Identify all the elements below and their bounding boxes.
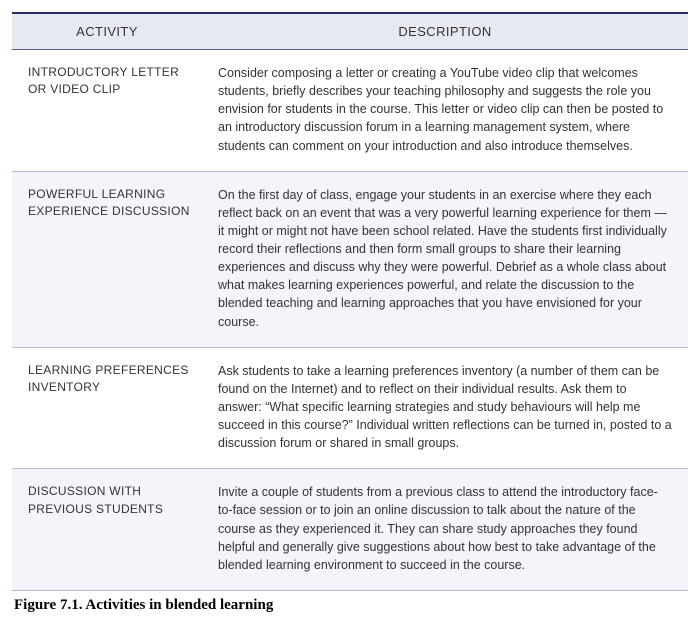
cell-description: Consider composing a letter or creating …	[202, 50, 688, 172]
cell-activity: POWERFUL LEARNING EXPERIENCE DISCUSSION	[12, 171, 202, 347]
cell-description: On the first day of class, engage your s…	[202, 171, 688, 347]
table-row: LEARNING PREFERENCES INVENTORY Ask stude…	[12, 347, 688, 469]
cell-description: Ask students to take a learning preferen…	[202, 347, 688, 469]
table-row: POWERFUL LEARNING EXPERIENCE DISCUSSION …	[12, 171, 688, 347]
figure-caption: Figure 7.1. Activities in blended learni…	[12, 591, 688, 614]
table-header-row: ACTIVITY DESCRIPTION	[12, 13, 688, 50]
cell-description: Invite a couple of students from a previ…	[202, 469, 688, 591]
cell-activity: LEARNING PREFERENCES INVENTORY	[12, 347, 202, 469]
table-row: INTRODUCTORY LETTER OR VIDEO CLIP Consid…	[12, 50, 688, 172]
activities-table: ACTIVITY DESCRIPTION INTRODUCTORY LETTER…	[12, 12, 688, 591]
cell-activity: INTRODUCTORY LETTER OR VIDEO CLIP	[12, 50, 202, 172]
table-row: DISCUSSION WITH PREVIOUS STUDENTS Invite…	[12, 469, 688, 591]
cell-activity: DISCUSSION WITH PREVIOUS STUDENTS	[12, 469, 202, 591]
header-activity: ACTIVITY	[12, 13, 202, 50]
header-description: DESCRIPTION	[202, 13, 688, 50]
